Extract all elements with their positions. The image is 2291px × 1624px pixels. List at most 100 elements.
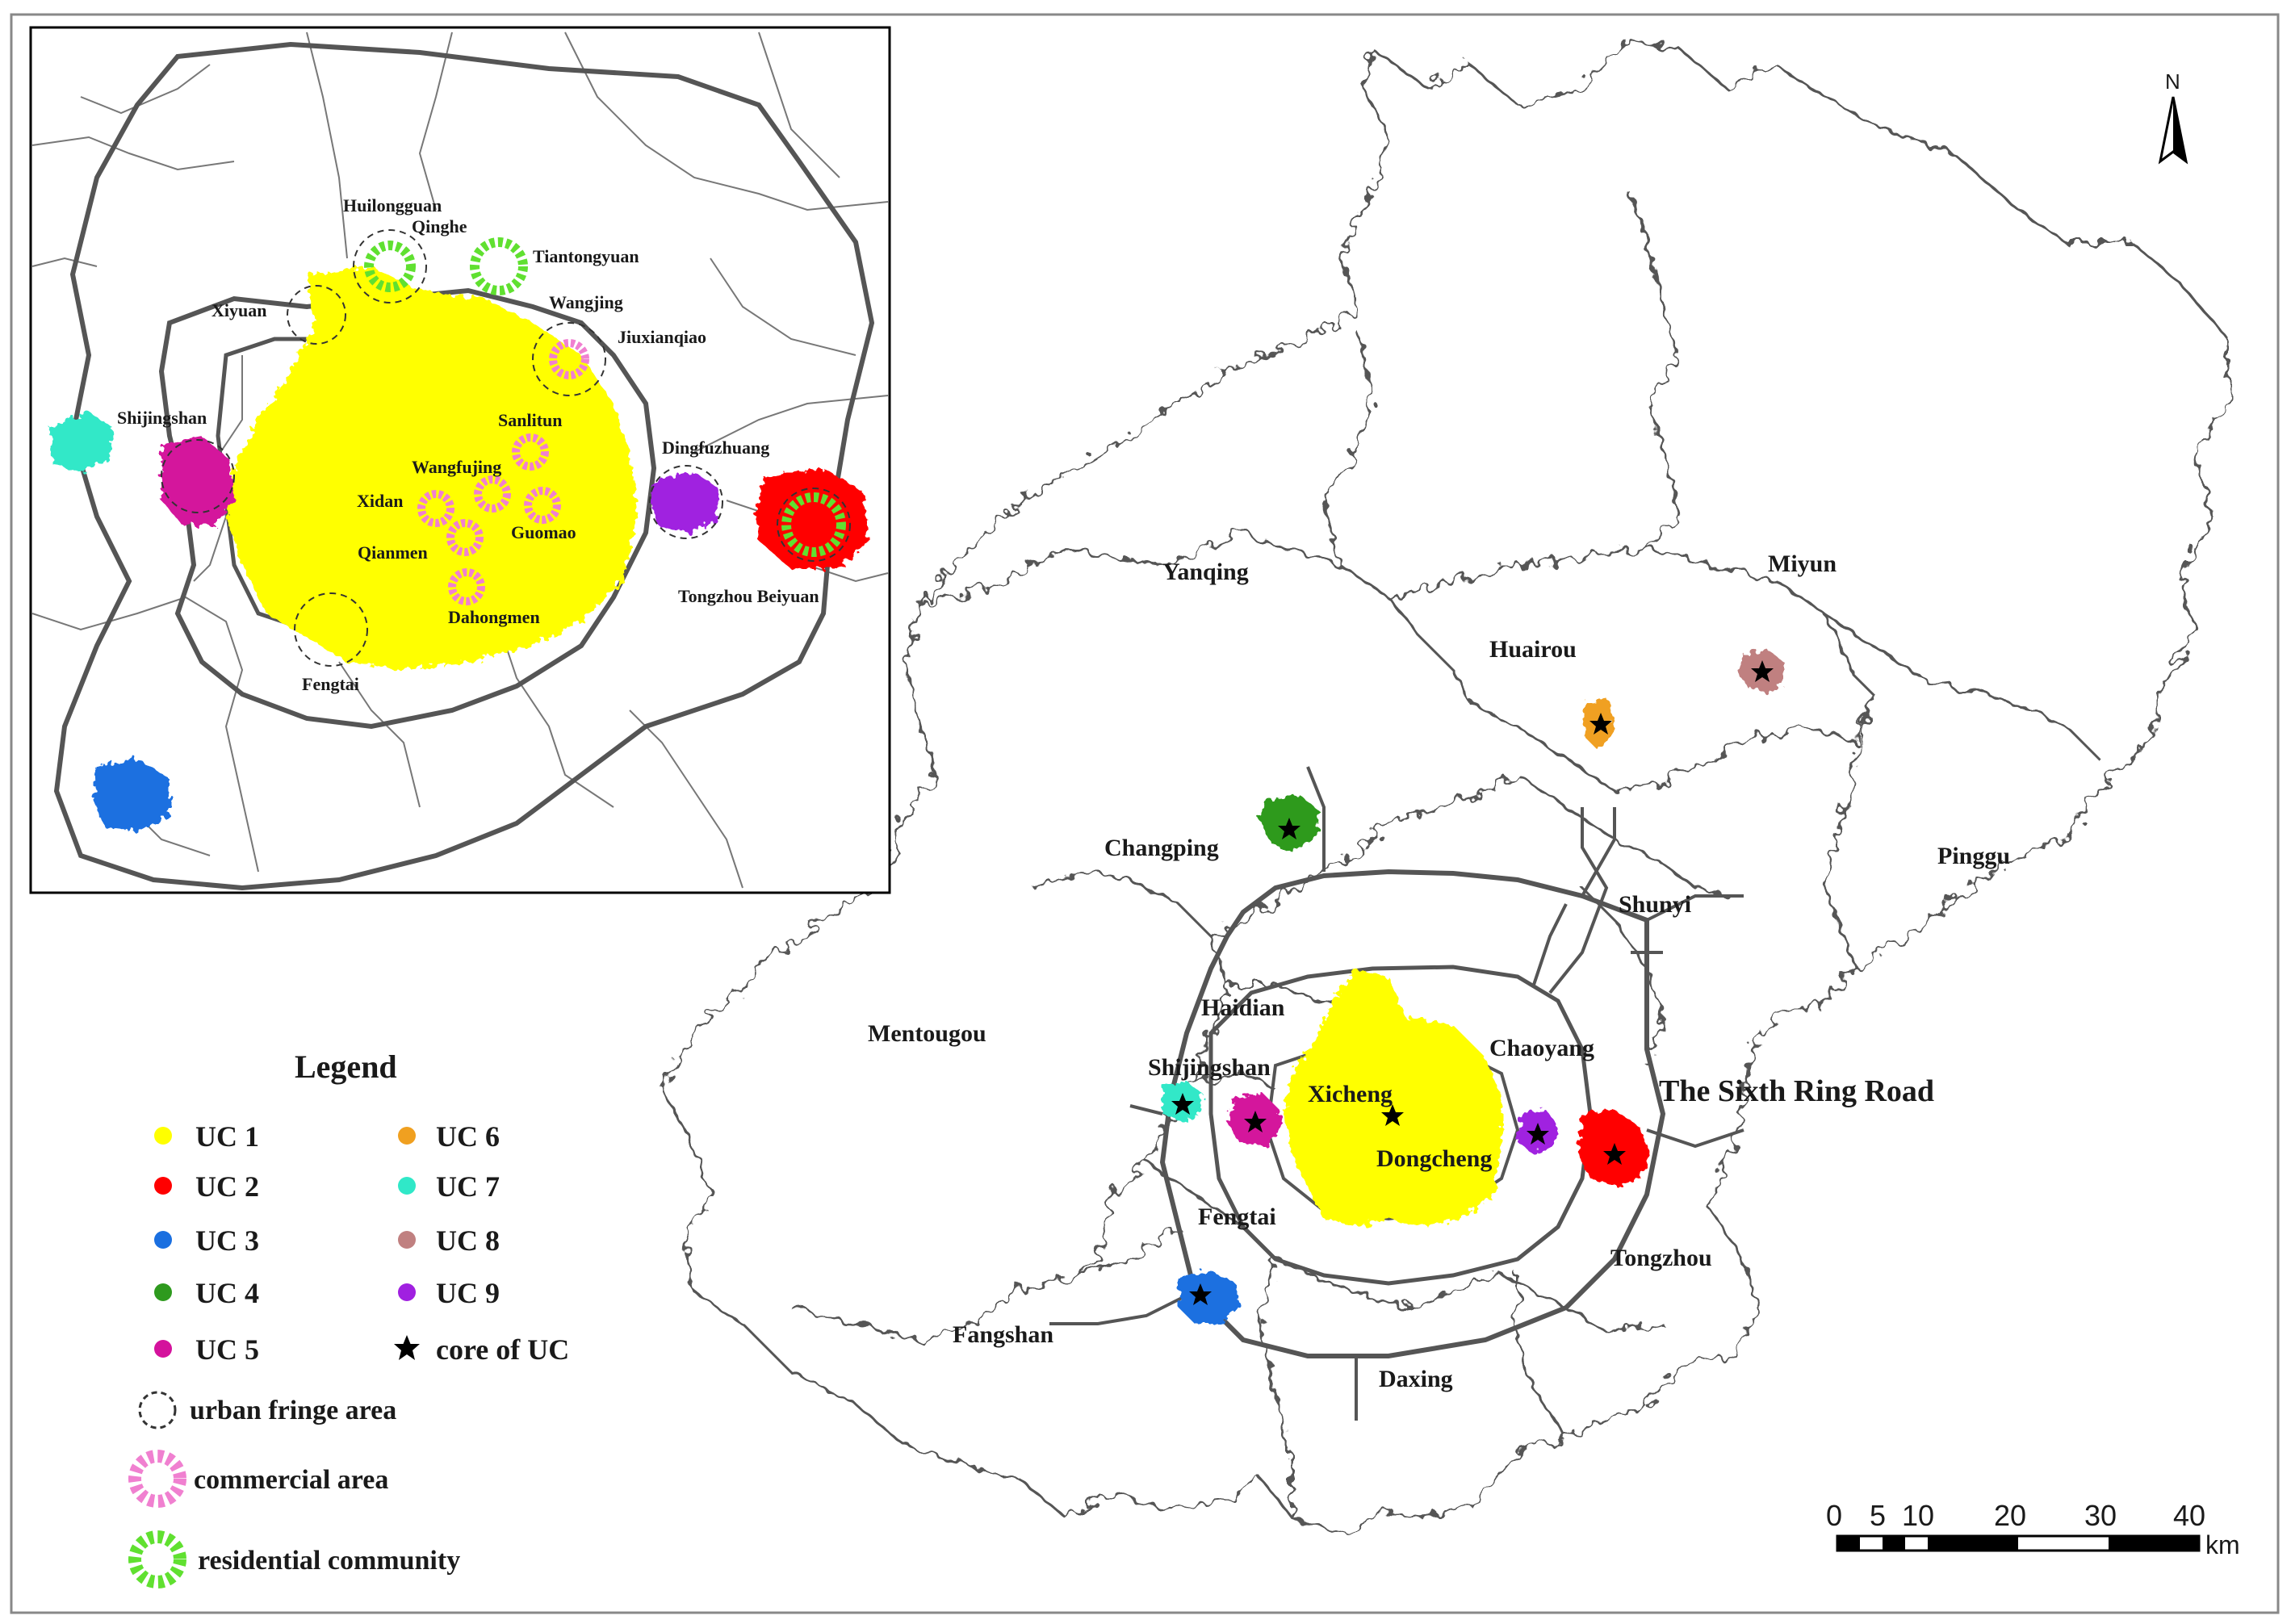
uc8-core-star — [1751, 660, 1774, 682]
inset-label-xidan: Xidan — [357, 491, 403, 511]
sixth-ring-road — [1159, 869, 1666, 1358]
commercial-qianmen — [446, 519, 484, 556]
label-shijingshan: Shijingshan — [1148, 1054, 1271, 1081]
inset-commercial — [417, 339, 589, 605]
residential-huilongguan — [364, 241, 416, 292]
uc3-core-star — [1189, 1283, 1212, 1305]
label-yanqing: Yanqing — [1162, 559, 1249, 585]
commercial-wangjing — [549, 339, 589, 379]
label-mentougou: Mentougou — [868, 1020, 986, 1047]
uc4-core-star — [1278, 818, 1300, 839]
legend-fringe-icon — [138, 1391, 177, 1429]
uc5-core-star — [1244, 1111, 1267, 1132]
label-fangshan: Fangshan — [953, 1321, 1053, 1348]
district-boundaries — [790, 193, 2100, 1517]
inset-label-jiuxianqiao: Jiuxianqiao — [618, 327, 706, 347]
legend-uc9-label: UC 9 — [436, 1277, 500, 1309]
fringe-dingfuzhuang — [649, 465, 723, 539]
inset-label-qianmen: Qianmen — [358, 542, 428, 563]
commercial-wangfujing — [474, 475, 511, 513]
label-miyun: Miyun — [1768, 550, 1837, 577]
label-fengtai: Fengtai — [1198, 1203, 1276, 1230]
fringe-huilongguan — [353, 229, 427, 303]
legend-uc4-dot — [154, 1283, 172, 1301]
beijing-boundary — [660, 39, 2230, 1535]
fringe-fengtai — [294, 592, 368, 667]
inset-label-qinghe: Qinghe — [412, 216, 467, 236]
inset-label-wangfujing: Wangfujing — [412, 457, 501, 477]
legend-uc7-dot — [398, 1177, 416, 1195]
label-xicheng: Xicheng — [1308, 1081, 1393, 1107]
inset-label-guomao: Guomao — [511, 522, 576, 542]
legend-fringe-label: urban fringe area — [190, 1396, 396, 1425]
scale-unit: km — [2205, 1530, 2240, 1559]
uc7-core-star — [1171, 1093, 1194, 1115]
inset-labels: Huilongguan Qinghe Tiantongyuan Xiyuan W… — [117, 195, 819, 694]
legend-uc9-dot — [398, 1283, 416, 1301]
legend-extra-items: urban fringe area commercial area reside… — [128, 1391, 460, 1588]
legend-commercial-icon — [128, 1450, 186, 1508]
uc2-core-star — [1603, 1143, 1626, 1165]
label-dongcheng: Dongcheng — [1376, 1145, 1492, 1172]
legend-uc1-dot — [154, 1127, 172, 1145]
label-huairou: Huairou — [1489, 636, 1577, 663]
main-map: Yanqing Huairou Miyun Pinggu Changping S… — [660, 39, 2240, 1559]
inset-label-sanlitun: Sanlitun — [498, 410, 563, 430]
legend-uc7-label: UC 7 — [436, 1170, 500, 1203]
commercial-guomao — [524, 487, 561, 524]
inset-uc1-cluster — [226, 266, 638, 670]
inset-map: Huilongguan Qinghe Tiantongyuan Xiyuan W… — [29, 26, 891, 894]
legend-residential-label: residential community — [198, 1546, 460, 1576]
scale-bar: 0 5 10 20 30 40 km — [1826, 1499, 2240, 1559]
legend-uc4-label: UC 4 — [195, 1277, 259, 1309]
inset-uc9-cluster — [650, 472, 718, 533]
legend-core-star-icon — [394, 1335, 420, 1360]
roads — [1049, 766, 1744, 1421]
legend-uc5-label: UC 5 — [195, 1333, 259, 1366]
label-sixth-ring-road: The Sixth Ring Road — [1659, 1074, 1934, 1108]
residential-tiantongyuan — [470, 237, 528, 295]
legend-uc-items: UC 1 UC 2 UC 3 UC 4 UC 5 UC 6 UC 7 UC 8 … — [154, 1120, 569, 1366]
legend: Legend UC 1 UC 2 UC 3 UC 4 UC 5 UC 6 UC … — [128, 1048, 569, 1588]
legend-residential-icon — [128, 1530, 186, 1588]
fringe-shijingshan — [161, 439, 235, 513]
uc1-core-star — [1381, 1104, 1404, 1126]
scale-tick-0: 0 — [1826, 1499, 1842, 1532]
uc-cores — [1171, 660, 1774, 1305]
north-arrow-label: N — [2165, 69, 2180, 94]
legend-uc1-label: UC 1 — [195, 1120, 259, 1153]
inset-uc7-cluster — [50, 412, 113, 472]
commercial-dahongmen — [448, 568, 485, 605]
label-pinggu: Pinggu — [1937, 843, 2010, 869]
uc1-cluster — [1284, 969, 1502, 1227]
fringe-wangjing — [532, 322, 606, 396]
legend-uc3-dot — [154, 1231, 172, 1249]
residential-tongzhou — [781, 492, 846, 557]
legend-uc2-label: UC 2 — [195, 1170, 259, 1203]
label-tongzhou: Tongzhou — [1610, 1245, 1712, 1271]
scale-tick-5: 5 — [1870, 1499, 1886, 1532]
inset-label-fengtai: Fengtai — [302, 674, 359, 694]
inset-district-lines — [31, 31, 889, 889]
label-haidian: Haidian — [1201, 994, 1285, 1021]
legend-uc6-label: UC 6 — [436, 1120, 500, 1153]
legend-uc3-label: UC 3 — [195, 1224, 259, 1257]
legend-uc6-dot — [398, 1127, 416, 1145]
scale-tick-30: 30 — [2084, 1499, 2117, 1532]
label-chaoyang: Chaoyang — [1489, 1035, 1594, 1061]
legend-uc5-dot — [154, 1340, 172, 1358]
uc9-core-star — [1527, 1123, 1549, 1145]
uc3-cluster — [1179, 1271, 1239, 1324]
inset-fringe-areas — [161, 229, 851, 667]
inset-uc3-cluster — [93, 759, 170, 831]
legend-uc8-dot — [398, 1231, 416, 1249]
inset-label-tiantongyuan: Tiantongyuan — [533, 246, 639, 266]
inset-label-tongzhou-beiyuan: Tongzhou Beiyuan — [678, 586, 819, 606]
scale-tick-10: 10 — [1902, 1499, 1934, 1532]
inset-uc5-cluster — [161, 436, 234, 525]
scale-tick-20: 20 — [1994, 1499, 2026, 1532]
inset-label-dingfuzhuang: Dingfuzhuang — [662, 437, 769, 458]
legend-uc8-label: UC 8 — [436, 1224, 500, 1257]
fringe-xiyuan — [287, 285, 346, 345]
